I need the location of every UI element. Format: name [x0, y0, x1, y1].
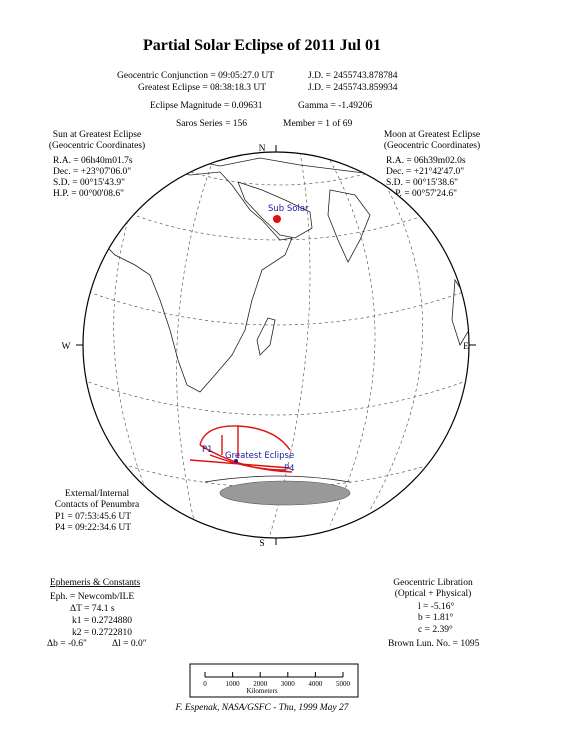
greatest-jd: J.D. = 2455743.859934 — [308, 83, 398, 93]
sub-solar-label: Sub Solar — [268, 204, 309, 214]
sun-subtitle: (Geocentric Coordinates) — [49, 140, 145, 151]
greatest-label: Greatest Eclipse — [225, 451, 294, 461]
info-line: R.A. = 06h39m02.0s — [386, 156, 466, 166]
scale-label: 4000 — [308, 680, 323, 688]
moon-subtitle: (Geocentric Coordinates) — [384, 140, 480, 151]
magnitude: Eclipse Magnitude = 0.09631 — [150, 101, 263, 111]
info-line: P1 = 07:53:45.6 UT — [55, 512, 131, 522]
footer: F. Espenak, NASA/GSFC - Thu, 1999 May 27 — [175, 703, 350, 713]
ephemeris-dt: ΔT = 74.1 s — [70, 604, 115, 614]
libration-b: b = 1.81° — [418, 612, 453, 623]
ephemeris-dl: Δl = 0.0" — [112, 639, 147, 649]
p1-label: P1 — [202, 445, 213, 455]
gamma: Gamma = -1.49206 — [298, 101, 372, 111]
greatest-point — [234, 459, 238, 463]
libration-subtitle: (Optical + Physical) — [395, 588, 472, 599]
saros: Saros Series = 156 — [176, 119, 247, 129]
scale-label: 1000 — [226, 680, 241, 688]
sun-title: Sun at Greatest Eclipse — [53, 130, 141, 140]
ephemeris-db: Δb = -0.6" — [47, 639, 87, 649]
libration-c: c = 2.39° — [418, 624, 453, 635]
scale-box — [189, 663, 359, 698]
ephemeris-k2: k2 = 0.2722810 — [72, 628, 132, 638]
info-line: P4 = 09:22:34.6 UT — [55, 523, 131, 533]
conjunction: Geocentric Conjunction = 09:05:27.0 UT — [117, 71, 274, 81]
scale-label: 0 — [203, 680, 207, 688]
title: Partial Solar Eclipse of 2011 Jul 01 — [143, 37, 381, 54]
libration-title: Geocentric Libration — [393, 578, 473, 588]
compass-east: E — [463, 342, 469, 352]
info-line: Dec. = +23°07'06.0" — [53, 166, 131, 177]
compass-north: N — [259, 144, 266, 154]
greatest: Greatest Eclipse = 08:38:18.3 UT — [138, 83, 266, 93]
sub-solar-point — [273, 215, 281, 223]
contacts-title: External/Internal — [65, 489, 130, 499]
scale-ticks: 0 1000 2000 3000 4000 5000 — [203, 672, 351, 688]
info-line: R.A. = 06h40m01.7s — [53, 156, 133, 166]
info-line: S.D. = 00°15'43.9" — [53, 177, 125, 188]
compass-south: S — [259, 539, 264, 549]
info-line: H.P. = 00°00'08.6" — [53, 188, 124, 199]
scale-unit: Kilometers — [246, 687, 277, 695]
moon-title: Moon at Greatest Eclipse — [384, 130, 480, 140]
libration-l: l = -5.16° — [418, 601, 455, 612]
conjunction-jd: J.D. = 2455743.878784 — [308, 71, 398, 81]
libration-brown: Brown Lun. No. = 1095 — [388, 639, 480, 649]
info-line: H.P. = 00°57'24.6" — [386, 188, 457, 199]
scale-label: 5000 — [336, 680, 351, 688]
member: Member = 1 of 69 — [283, 118, 352, 129]
info-line: S.D. = 00°15'38.6" — [386, 177, 458, 188]
scale-label: 2000 — [253, 680, 268, 688]
ephemeris-eph: Eph. = Newcomb/ILE — [50, 592, 134, 602]
scale-label: 3000 — [281, 680, 296, 688]
p4-label: P4 — [284, 464, 295, 474]
ephemeris-title: Ephemeris & Constants — [50, 578, 141, 588]
info-line: Dec. = +21°42'47.0" — [386, 166, 464, 177]
contacts-subtitle: Contacts of Penumbra — [55, 499, 140, 510]
compass-west: W — [62, 342, 71, 352]
ephemeris-k1: k1 = 0.2724880 — [72, 616, 132, 626]
